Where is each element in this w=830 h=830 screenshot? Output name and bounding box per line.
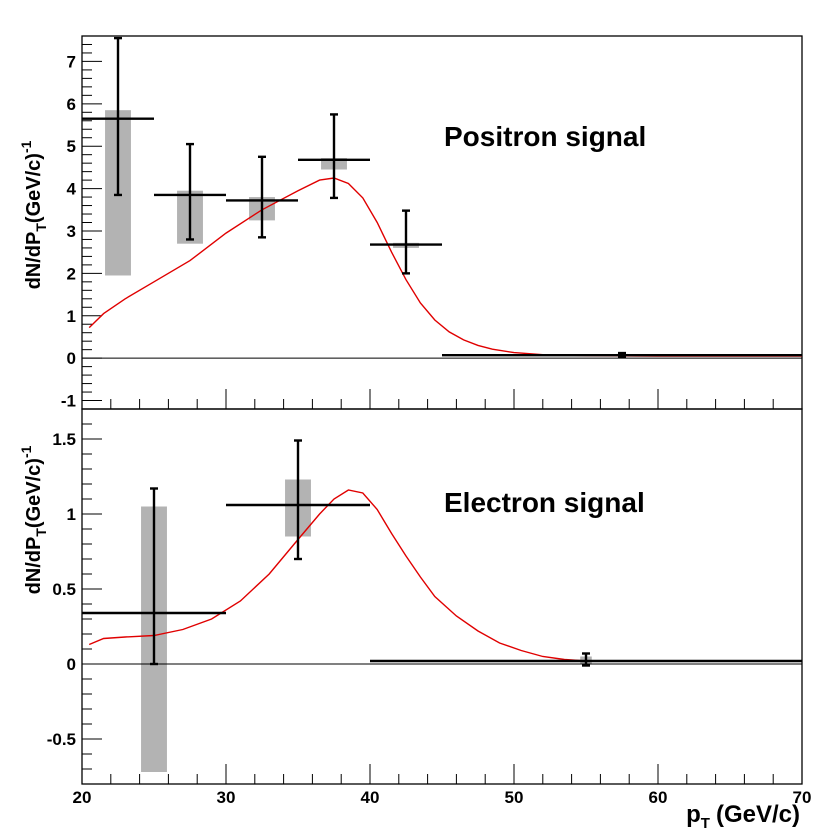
electron-ylabel-main: dN/dP xyxy=(23,537,45,595)
positron-ylabel-unit: (GeV/c) xyxy=(23,153,45,223)
y-tick-label: -0.5 xyxy=(47,730,76,749)
x-tick-label: 60 xyxy=(649,788,668,807)
y-tick-label: 0.5 xyxy=(52,580,76,599)
y-tick-label: 1.5 xyxy=(52,430,76,449)
xlabel-unit: (GeV/c) xyxy=(716,801,800,828)
electron-ylabel-sub: T xyxy=(33,528,49,537)
x-tick-label: 70 xyxy=(793,788,812,807)
y-tick-label: 4 xyxy=(67,180,77,199)
y-tick-label: 0 xyxy=(67,655,76,674)
positron-ylabel-sub: T xyxy=(33,223,49,232)
y-tick-label: 6 xyxy=(67,95,76,114)
data-point xyxy=(154,142,226,241)
y-tick-label: 7 xyxy=(67,52,76,71)
electron-ylabel-unit: (GeV/c) xyxy=(23,458,45,528)
data-point xyxy=(226,155,298,239)
positron-panel: -1 0 1 2 3 4 5 6 7 Positron signal dN/dPT(GeV/c)… xyxy=(18,35,803,411)
y-tick-label: 3 xyxy=(67,222,76,241)
y-tick-label: 1 xyxy=(67,307,76,326)
y-tick-label: 5 xyxy=(67,137,76,156)
y-tick-label: -1 xyxy=(61,392,76,411)
electron-ylabel-sup: -1 xyxy=(18,445,34,458)
positron-data-points xyxy=(82,36,802,359)
positron-signal-label: Positron signal xyxy=(444,121,646,152)
data-point xyxy=(226,439,370,561)
positron-model-curve xyxy=(88,177,802,357)
positron-y-axis-label: dN/dPT(GeV/c)-1 xyxy=(18,140,49,289)
data-point xyxy=(442,351,802,359)
x-axis: 20 30 40 50 60 70 xyxy=(73,764,812,807)
x-axis-label: pT (GeV/c) xyxy=(686,801,800,830)
xlabel-main: p xyxy=(686,801,701,828)
electron-y-axis-label: dN/dPT(GeV/c)-1 xyxy=(18,445,49,594)
x-tick-label: 40 xyxy=(361,788,380,807)
x-tick-label: 50 xyxy=(505,788,524,807)
positron-ylabel-main: dN/dP xyxy=(23,232,45,290)
electron-signal-label: Electron signal xyxy=(444,487,645,518)
data-point xyxy=(370,209,442,275)
xlabel-sub: T xyxy=(701,815,710,830)
positron-ylabel-sup: -1 xyxy=(18,140,34,153)
x-tick-label: 20 xyxy=(73,788,92,807)
x-tick-label: 30 xyxy=(217,788,236,807)
data-point xyxy=(370,652,802,667)
electron-plot-frame xyxy=(81,408,803,785)
data-point xyxy=(298,113,370,200)
electron-model-curve xyxy=(88,489,802,662)
y-tick-label: 2 xyxy=(67,264,76,283)
electron-systematic-boxes xyxy=(141,479,592,772)
data-point xyxy=(82,36,154,197)
positron-y-axis: -1 0 1 2 3 4 5 6 7 xyxy=(61,35,803,411)
data-point xyxy=(82,487,226,666)
electron-data-points xyxy=(82,439,802,667)
electron-y-axis: -0.5 0 0.5 1 1.5 xyxy=(47,408,102,785)
y-tick-label: 1 xyxy=(67,505,76,524)
electron-panel: -0.5 0 0.5 1 1.5 20 30 40 50 60 70 Electron signa… xyxy=(18,408,812,830)
y-tick-label: 0 xyxy=(67,349,76,368)
